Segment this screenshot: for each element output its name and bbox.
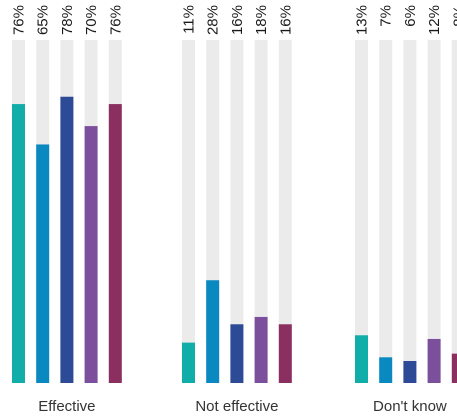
bar-track <box>278 40 292 383</box>
bar <box>12 104 25 383</box>
value-label: 16% <box>277 5 294 35</box>
bar-track <box>451 40 457 383</box>
bar <box>84 126 98 383</box>
value-label: 16% <box>229 5 246 35</box>
bar-track <box>379 40 393 383</box>
bar <box>108 104 122 383</box>
value-label: 65% <box>35 5 52 35</box>
value-label: 13% <box>354 5 371 35</box>
value-label: 8% <box>450 5 457 27</box>
bar <box>230 324 244 383</box>
value-label: 7% <box>378 5 395 27</box>
bar <box>206 280 220 383</box>
value-label: 76% <box>11 5 28 35</box>
bar <box>182 342 195 383</box>
bar-track <box>355 40 368 383</box>
value-labels: 76% 65% 78% 70% 76% 11% 28% 16% 18% 16% 13% 7% 6% 12%… <box>11 5 457 35</box>
value-label: 6% <box>402 5 419 27</box>
value-label: 28% <box>205 5 222 35</box>
bar-track <box>403 40 417 383</box>
bar <box>451 353 457 383</box>
bar <box>379 357 393 383</box>
bar <box>36 144 50 383</box>
bar <box>403 360 417 383</box>
value-label: 18% <box>253 5 270 35</box>
bar <box>427 338 441 383</box>
bar <box>355 335 368 383</box>
bar-track <box>182 40 195 383</box>
bar <box>278 324 292 383</box>
value-label: 70% <box>83 5 100 35</box>
group-labels: Effective Not effective Don't know <box>38 398 447 415</box>
bar <box>254 316 268 383</box>
bar-track <box>230 40 244 383</box>
bar-track <box>254 40 268 383</box>
value-label: 12% <box>426 5 443 35</box>
value-label: 78% <box>59 5 76 35</box>
category-label: Don't know <box>373 398 447 415</box>
bar-track <box>427 40 441 383</box>
value-label: 11% <box>181 5 198 34</box>
bar-marks <box>12 96 457 384</box>
bar <box>60 96 74 384</box>
category-label: Effective <box>38 398 95 415</box>
category-label: Not effective <box>195 398 278 415</box>
value-label: 76% <box>107 5 124 35</box>
